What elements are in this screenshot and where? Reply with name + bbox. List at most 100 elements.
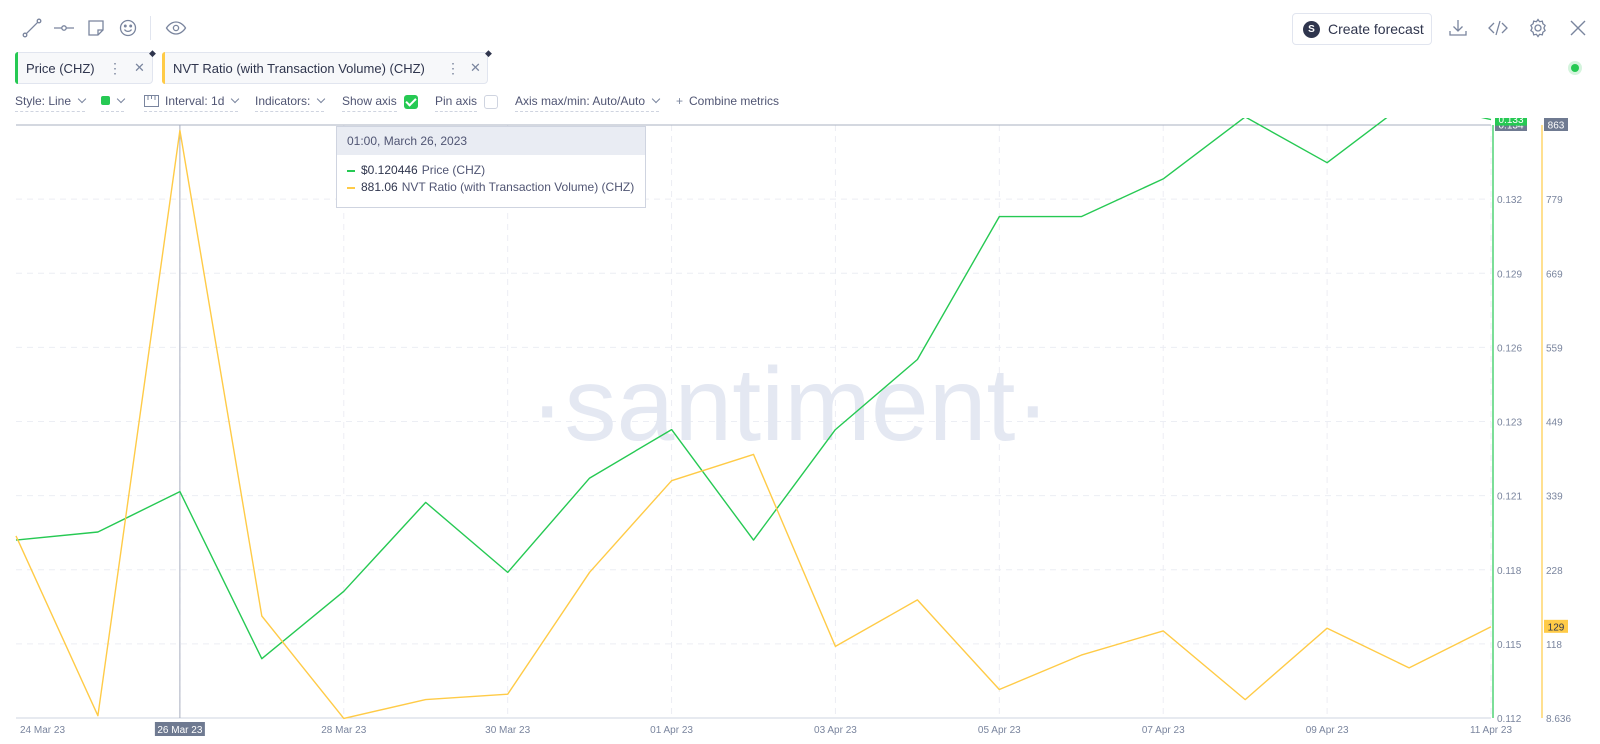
last-value-badge-right-box [1544,619,1568,633]
x-tick-label: 03 Apr 23 [814,725,857,736]
y-tick-label-left: 0.115 [1497,640,1522,651]
metric-chip-price[interactable]: Price (CHZ) ⋮ ✕ [15,52,153,84]
combine-metrics-button[interactable]: + Combine metrics [676,94,779,111]
more-options-icon[interactable]: ⋮ [108,59,122,76]
y-tick-label-left: 0.112 [1497,714,1522,725]
axis-maxmin-label: Axis max/min: Auto/Auto [515,94,646,108]
horizontal-line-icon[interactable] [52,16,76,40]
y-tick-label-right: 339 [1546,492,1563,503]
axis-maxmin-dropdown[interactable]: Axis max/min: Auto/Auto [515,94,661,112]
chevron-down-icon [231,94,240,104]
x-tick-label: 11 Apr 23 [1470,725,1513,736]
tooltip-value: $0.120446 [361,163,418,177]
emoji-icon[interactable] [116,16,140,40]
series-line-nvt [15,129,1492,720]
y-tick-label-right: 118 [1546,640,1562,651]
combine-label: Combine metrics [689,94,780,108]
y-tick-label-left: 0.121 [1497,492,1522,503]
x-tick-label: 09 Apr 23 [1306,725,1349,736]
metric-label: NVT Ratio (with Transaction Volume) (CHZ… [173,60,425,76]
toolbar-divider [150,16,151,40]
close-icon[interactable] [1566,16,1590,40]
plus-icon: + [676,94,684,108]
eye-icon[interactable] [164,16,188,40]
chart-canvas[interactable]: ·santiment· 0.134 0.132 0.129 0.126 0.123 0.12… [0,118,1600,744]
indicators-dropdown[interactable]: Indicators: [255,94,326,112]
y-tick-label-left: 0.118 [1497,566,1522,577]
tooltip-date: 01:00, March 26, 2023 [337,127,645,155]
y-tick-label-right: 8.636 [1546,714,1571,725]
x-tick-label: 24 Mar 23 [20,725,65,736]
y-tick-label-right: 228 [1546,566,1563,577]
show-axis-toggle[interactable]: Show axis [342,94,397,112]
gear-icon[interactable] [1526,16,1550,40]
metric-drag-icon[interactable]: ◆ [149,48,156,58]
more-options-icon[interactable]: ⋮ [446,59,460,76]
show-axis-label: Show axis [342,94,397,108]
x-highlight-box [154,722,205,736]
y-tick-label-right: 779 [1546,195,1563,206]
metric-color-bar [162,52,165,84]
metric-drag-icon[interactable]: ◆ [485,48,492,58]
tooltip-series-name: Price (CHZ) [421,163,486,177]
y-tick-label-right: 559 [1546,343,1563,354]
color-dropdown[interactable] [101,94,126,112]
show-axis-checkbox[interactable] [404,95,418,109]
crosshair-badge-left: 0.134 [1498,121,1523,132]
chevron-down-icon [116,94,126,104]
chart-tooltip: 01:00, March 26, 2023 $0.120446 Price (CH… [336,126,646,208]
x-tick-label-highlight: 26 Mar 23 [157,725,202,736]
watermark: ·santiment· [530,347,1050,463]
remove-metric-icon[interactable]: ✕ [470,60,481,75]
metric-label: Price (CHZ) [26,60,95,76]
last-value-badge-right: 129 [1548,622,1565,633]
create-forecast-button[interactable]: S Create forecast [1292,13,1432,45]
line-draw-icon[interactable] [20,16,44,40]
color-swatch [101,96,110,105]
x-tick-label: 30 Mar 23 [485,725,530,736]
chevron-down-icon [77,94,87,104]
ruler-icon [144,95,159,107]
remove-metric-icon[interactable]: ✕ [134,60,145,75]
y-tick-label-right: 449 [1546,418,1563,429]
pin-axis-label: Pin axis [435,94,478,108]
pin-axis-checkbox[interactable] [484,95,498,109]
tooltip-row-nvt: 881.06 NVT Ratio (with Transaction Volume… [347,180,634,194]
chart-toolbar: S Create forecast [0,0,1600,56]
x-tick-label: 07 Apr 23 [1142,725,1185,736]
y-tick-label-left: 0.126 [1497,343,1522,354]
tooltip-series-name: NVT Ratio (with Transaction Volume) (CHZ… [401,180,635,194]
y-tick-label-right: 669 [1546,269,1563,280]
chevron-down-icon [651,94,661,104]
last-value-badge-left: 0.133 [1498,118,1523,126]
embed-code-icon[interactable] [1486,16,1510,40]
indicators-label: Indicators: [255,94,311,108]
create-forecast-label: Create forecast [1328,21,1424,37]
last-value-badge-left-box [1495,118,1527,126]
series-line-price [15,118,1492,660]
y-tick-label-left: 0.123 [1497,418,1522,429]
interval-dropdown[interactable]: Interval: 1d [144,94,240,112]
tooltip-value: 881.06 [361,180,398,194]
live-status-indicator [1571,64,1579,72]
tooltip-row-price: $0.120446 Price (CHZ) [347,163,485,177]
pin-axis-toggle[interactable]: Pin axis [435,94,478,112]
interval-label: Interval: 1d [165,94,225,108]
style-label: Style: Line [15,94,72,108]
y-tick-label-left: 0.132 [1497,195,1522,206]
crosshair-badge-right-box [1544,118,1568,131]
tooltip-series-marker [347,186,355,189]
y-tick-label-left: 0.129 [1497,269,1522,280]
x-tick-label: 01 Apr 23 [650,725,693,736]
note-icon[interactable] [84,16,108,40]
crosshair-badge-right: 863 [1548,121,1565,132]
metric-chip-nvt[interactable]: NVT Ratio (with Transaction Volume) (CHZ… [162,52,488,84]
x-tick-label: 05 Apr 23 [978,725,1021,736]
metric-color-bar [15,52,18,84]
style-dropdown[interactable]: Style: Line [15,94,87,112]
tooltip-series-marker [347,169,355,172]
santiment-logo-icon: S [1303,20,1320,38]
x-tick-label: 28 Mar 23 [321,725,366,736]
download-icon[interactable] [1446,16,1470,40]
chevron-down-icon [317,94,326,104]
